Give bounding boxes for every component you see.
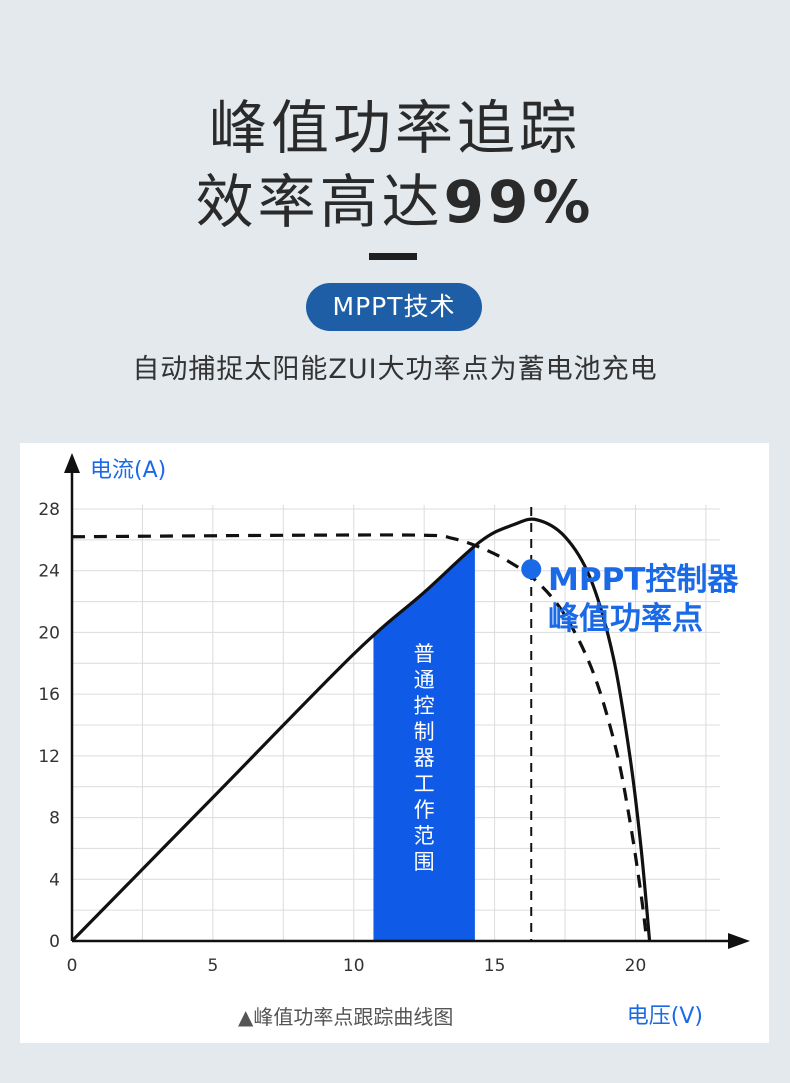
y-axis-label: 电流(A) [90,458,166,483]
chart-caption: ▲峰值功率点跟踪曲线图 [238,1005,453,1029]
headline-line-2-text: 效率高达 [195,168,444,236]
y-tick-label: 16 [38,685,60,705]
iv-curve-chart: 普通控制器工作范围 0 4 8 12 16 20 24 28 0 5 10 15 20 电流(A) 电压(V)… [38,453,750,1029]
x-tick-label: 15 [484,956,506,976]
headline-line-2-value: 99% [443,168,595,236]
subtitle: 自动捕捉太阳能ZUI大功率点为蓄电池充电 [132,354,658,385]
chart-panel: 普通控制器工作范围 0 4 8 12 16 20 24 28 0 5 10 15 20 电流(A) 电压(V)… [20,443,769,1043]
y-tick-label: 24 [38,562,60,582]
y-tick-label: 0 [49,932,60,952]
headline-line-1: 峰值功率追踪 [208,94,581,162]
x-tick-label: 10 [343,956,365,976]
y-tick-label: 4 [49,870,60,890]
mppt-peak-point [521,559,542,580]
mppt-badge: MPPT技术 [306,283,482,331]
x-tick-label: 5 [207,956,218,976]
x-axis-label: 电压(V) [627,1004,703,1029]
y-tick-label: 20 [38,623,60,643]
normal-controller-range-band [373,546,475,941]
y-tick-label: 12 [38,747,60,767]
curve-dashed-series [71,533,649,942]
curve-solid-series [70,517,652,943]
x-tick-label: 0 [67,956,78,976]
headline-line-2: 效率高达99% [0,166,790,238]
x-tick-label: 20 [625,956,647,976]
title-divider [369,253,417,260]
y-tick-label: 28 [38,500,60,520]
mppt-label-line-2: 峰值功率点 [548,601,703,637]
y-tick-label: 8 [49,809,60,829]
x-axis-arrow [728,933,750,949]
mppt-label-line-1: MPPT控制器 [548,562,739,598]
band-label: 普通控制器工作范围 [414,642,435,874]
y-axis-arrow [64,453,80,473]
